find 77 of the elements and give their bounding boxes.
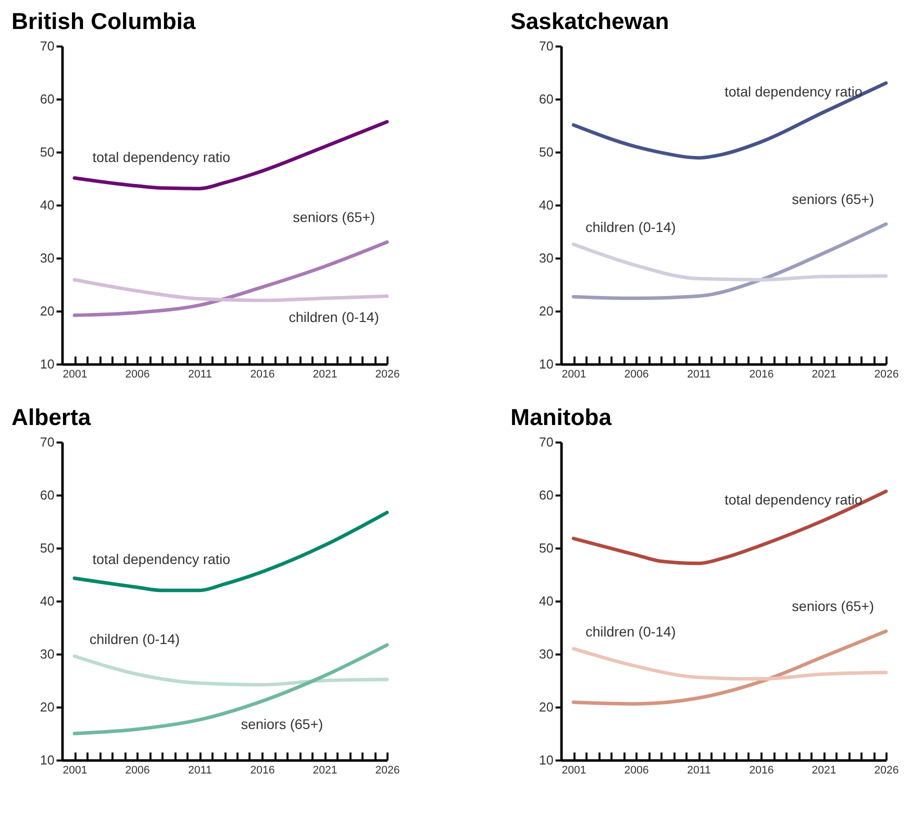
line-series	[72, 510, 389, 592]
line-series	[572, 242, 888, 282]
x-tick-label: 2006	[125, 368, 150, 380]
x-tick-label: 2006	[125, 764, 150, 776]
x-tick-label: 2026	[375, 764, 400, 776]
series-label: children (0-14)	[90, 631, 180, 648]
y-tick-label: 70	[40, 434, 54, 450]
x-tick-label: 2001	[62, 764, 88, 776]
y-tick-label: 50	[40, 144, 54, 160]
chart-title: British Columbia	[12, 8, 196, 34]
chart-title: Saskatchewan	[510, 8, 670, 34]
y-tick-label: 40	[539, 594, 554, 608]
line-series	[72, 120, 389, 190]
x-tick-label: 2021	[812, 764, 836, 776]
chart-title: Alberta	[12, 404, 91, 430]
series-label: seniors (65+)	[240, 716, 324, 732]
y-tick-label: 10	[539, 752, 554, 768]
line-series	[572, 81, 888, 160]
x-tick-label: 2021	[312, 368, 338, 380]
series-label: children (0-14)	[586, 219, 676, 236]
series-label: seniors (65+)	[792, 191, 874, 208]
x-tick-label: 2026	[874, 764, 899, 776]
x-tick-label: 2021	[312, 764, 338, 776]
x-tick-label: 2006	[624, 764, 649, 776]
y-tick-label: 40	[40, 594, 54, 608]
y-tick-label: 60	[539, 488, 554, 502]
series-label: seniors (65+)	[792, 598, 874, 614]
x-tick-label: 2016	[749, 764, 774, 776]
y-tick-label: 50	[539, 144, 554, 160]
y-tick-label: 30	[40, 250, 54, 266]
y-tick-label: 20	[539, 304, 554, 318]
y-tick-label: 40	[539, 198, 554, 212]
y-tick-label: 30	[539, 646, 554, 662]
x-tick-label: 2011	[188, 764, 212, 776]
x-tick-label: 2026	[874, 368, 899, 380]
x-tick-label: 2016	[250, 764, 275, 776]
x-tick-label: 2001	[562, 764, 586, 776]
y-tick-label: 50	[40, 540, 54, 556]
y-tick-label: 20	[539, 700, 554, 714]
series-label: seniors (65+)	[292, 209, 375, 226]
line-series	[72, 278, 389, 302]
series-label: children (0-14)	[586, 624, 676, 640]
y-tick-label: 30	[539, 250, 554, 266]
chart-title: Manitoba	[510, 404, 612, 430]
y-tick-label: 10	[40, 356, 54, 372]
x-tick-label: 2021	[812, 368, 836, 380]
x-tick-label: 2001	[62, 368, 88, 380]
x-tick-label: 2026	[375, 368, 400, 380]
x-tick-label: 2011	[687, 368, 711, 380]
x-tick-label: 2016	[749, 368, 774, 380]
y-tick-label: 30	[40, 646, 54, 662]
line-series	[72, 654, 389, 686]
x-tick-label: 2006	[624, 368, 649, 380]
y-tick-label: 70	[539, 38, 554, 54]
y-tick-label: 50	[539, 540, 554, 556]
series-label: total dependency ratio	[92, 551, 230, 568]
series-label: total dependency ratio	[724, 83, 863, 100]
x-tick-label: 2011	[687, 764, 711, 776]
y-tick-label: 60	[539, 92, 554, 106]
series-label: total dependency ratio	[92, 148, 230, 165]
line-series	[572, 222, 888, 300]
y-tick-label: 40	[40, 198, 54, 212]
x-tick-label: 2001	[562, 368, 586, 380]
y-tick-label: 70	[40, 38, 54, 54]
line-series	[572, 646, 888, 681]
x-tick-label: 2016	[250, 368, 275, 380]
x-tick-label: 2011	[188, 368, 212, 380]
y-tick-label: 10	[40, 752, 54, 768]
line-series	[572, 490, 888, 566]
y-tick-label: 20	[40, 304, 54, 318]
series-label: children (0-14)	[288, 309, 379, 326]
y-tick-label: 60	[40, 92, 54, 106]
y-tick-label: 10	[539, 356, 554, 372]
y-tick-label: 60	[40, 488, 54, 502]
y-tick-label: 70	[539, 434, 554, 450]
series-label: total dependency ratio	[724, 491, 863, 508]
y-tick-label: 20	[40, 700, 54, 714]
